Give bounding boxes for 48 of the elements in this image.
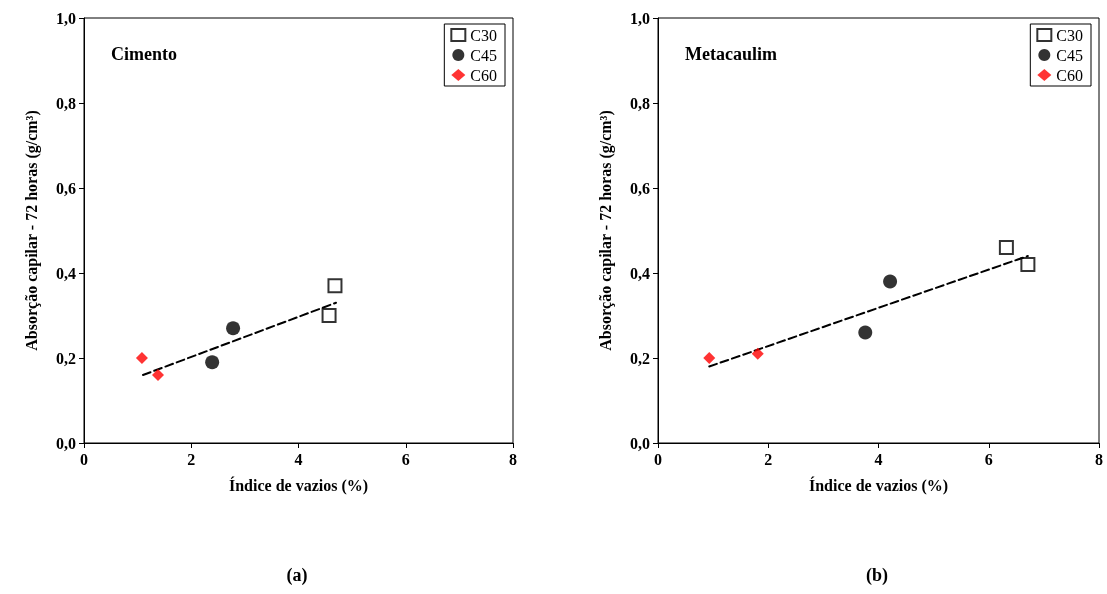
- x-tick-label: 0: [654, 450, 662, 468]
- point: [135, 352, 148, 364]
- legend-label: C60: [470, 66, 497, 84]
- y-axis-title: Absorção capilar - 72 horas (g/cm³): [596, 110, 615, 351]
- point: [327, 278, 343, 294]
- point: [883, 274, 898, 289]
- text: (a): [286, 565, 308, 586]
- x-axis-title: Índice de vazios (%): [808, 475, 949, 495]
- y-tick-label: 1,0: [630, 9, 650, 27]
- x-axis-title: Índice de vazios (%): [228, 475, 369, 495]
- point: [226, 321, 241, 336]
- legend-label: C30: [1056, 26, 1083, 44]
- point: [858, 325, 873, 340]
- y-tick-label: 0,4: [630, 264, 650, 282]
- y-tick-label: 0,6: [56, 179, 76, 197]
- y-tick-label: 0,8: [630, 94, 650, 112]
- legend-label: C30: [470, 26, 497, 44]
- y-tick-label: 0,0: [56, 434, 76, 452]
- x-tick-label: 2: [764, 450, 773, 468]
- y-tick-label: 0,6: [630, 179, 650, 197]
- point: [152, 369, 164, 381]
- point: [205, 355, 220, 370]
- legend-label: C45: [1056, 46, 1083, 64]
- point: [1020, 257, 1036, 272]
- x-tick-label: 4: [874, 450, 883, 468]
- x-tick-label: 2: [187, 450, 196, 468]
- x-tick-label: 8: [1095, 450, 1103, 468]
- point: [321, 308, 337, 323]
- point: [751, 347, 764, 360]
- text: Cimento: [111, 44, 177, 64]
- y-tick-label: 0,4: [56, 264, 76, 282]
- legend-label: C45: [470, 46, 497, 64]
- y-tick-label: 0,2: [56, 349, 76, 367]
- y-axis-title: Absorção capilar - 72 horas (g/cm³): [22, 110, 41, 351]
- point: [703, 352, 716, 364]
- text: (b): [866, 565, 888, 586]
- y-tick-label: 0,8: [56, 94, 76, 112]
- x-tick-label: 6: [984, 450, 993, 468]
- x-tick-label: 6: [401, 450, 410, 468]
- y-tick-label: 0,0: [630, 434, 650, 452]
- y-tick-label: 1,0: [56, 9, 76, 27]
- y-tick-label: 0,2: [630, 349, 650, 367]
- legend-label: C60: [1056, 66, 1083, 84]
- x-tick-label: 4: [294, 450, 303, 468]
- x-tick-label: 8: [509, 450, 517, 468]
- x-tick-label: 0: [80, 450, 88, 468]
- point: [998, 240, 1014, 255]
- text: Metacaulim: [685, 44, 777, 64]
